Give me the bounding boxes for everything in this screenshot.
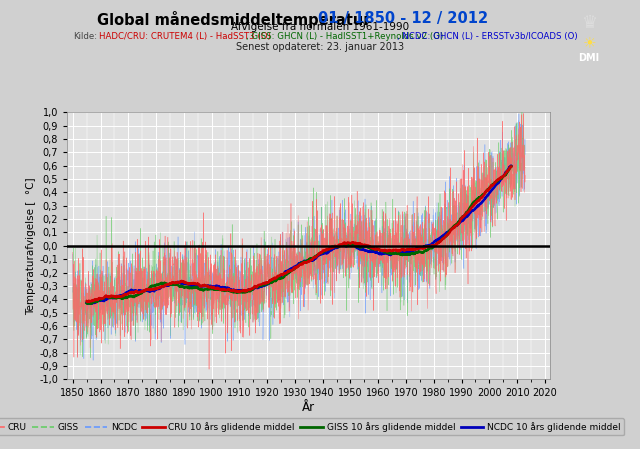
Legend: CRU, GISS, NCDC, CRU 10 års glidende middel, GISS 10 års glidende middel, NCDC 1: CRU, GISS, NCDC, CRU 10 års glidende mid…: [0, 418, 624, 436]
Text: Afvigelse fra normalen 1961-1990: Afvigelse fra normalen 1961-1990: [231, 22, 409, 32]
Text: Kilde:: Kilde:: [74, 32, 98, 41]
Text: Global månedsmiddeltemperatur: Global månedsmiddeltemperatur: [97, 11, 371, 28]
Text: HADC/CRU: CRUTEM4 (L) - HadSST3 (O): HADC/CRU: CRUTEM4 (L) - HadSST3 (O): [99, 32, 271, 41]
Text: , GISS: GHCN (L) - HadISST1+Reynolds v2 (O): , GISS: GHCN (L) - HadISST1+Reynolds v2 …: [246, 32, 444, 41]
Text: ☀: ☀: [582, 35, 596, 50]
Text: Senest opdateret: 23. januar 2013: Senest opdateret: 23. januar 2013: [236, 42, 404, 52]
Text: DMI: DMI: [579, 53, 600, 63]
Text: , NCDC: GHCN (L) - ERSSTv3b/ICOADS (O): , NCDC: GHCN (L) - ERSSTv3b/ICOADS (O): [397, 32, 577, 41]
Text: ♛: ♛: [581, 14, 597, 32]
Y-axis label: Temperaturafvigelse [  °C]: Temperaturafvigelse [ °C]: [26, 177, 36, 315]
Text: 01 / 1850 - 12 / 2012: 01 / 1850 - 12 / 2012: [318, 11, 488, 26]
X-axis label: År: År: [302, 401, 316, 414]
